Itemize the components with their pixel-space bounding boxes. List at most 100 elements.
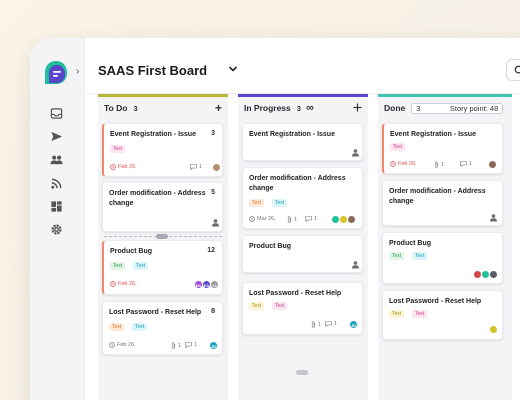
card-tag[interactable]: Text [412,310,428,318]
avatar[interactable] [212,163,221,172]
due-date-text: Feb 26, [118,164,137,170]
inbox-icon[interactable] [49,106,63,120]
due-date-text: Feb 20, [398,161,417,167]
card-title: Event Registration - Issue [110,131,196,138]
card-tag[interactable]: Text [249,302,265,310]
task-card[interactable]: Event Registration - Issue Text Feb 20, … [382,123,503,174]
task-card[interactable]: Product Bug [242,235,363,273]
attachment-count[interactable]: 1 [287,216,297,223]
column-title: To Do [104,103,128,113]
card-tag[interactable]: Text [132,323,148,331]
assign-user-icon[interactable] [489,213,498,222]
due-date: Feb 26, [110,281,137,287]
send-icon[interactable] [49,129,63,143]
comment-icon [305,216,312,222]
card-tag[interactable]: Text [389,310,405,318]
sidebar: › [30,38,85,400]
card-tag[interactable]: Text [109,323,125,331]
card-tag[interactable]: Text [412,252,428,260]
avatar[interactable]: JD [349,320,358,329]
avatar[interactable]: JD [209,341,218,350]
comment-count[interactable]: 1 [460,161,472,167]
page-title: SAAS First Board [98,63,208,78]
avatar[interactable] [489,270,498,279]
clock-icon [110,164,116,170]
clock-icon [109,342,115,348]
task-card[interactable]: Product Bug 12 Text Text Feb 26, EK EA +… [102,240,223,295]
attachment-count[interactable]: 1 [311,321,321,328]
comment-count[interactable]: 1 [185,342,197,348]
comment-count-text: 1 [469,161,473,167]
avatar[interactable] [489,325,498,334]
card-tag[interactable]: Text [110,145,126,153]
drag-handle[interactable] [156,234,168,239]
card-count: 3 [211,130,215,137]
task-card[interactable]: Order modification - Address change [382,180,503,226]
search-icon [514,65,520,74]
drag-handle[interactable] [296,370,308,375]
card-tag[interactable]: Text [390,143,406,151]
column-color-bar [98,94,228,97]
card-title: Order modification - Address change [389,188,486,205]
comment-icon [325,321,332,327]
task-card[interactable]: Lost Password - Reset Help Text Text 1 1… [242,282,363,335]
assign-user-icon[interactable] [351,260,360,269]
card-tag[interactable]: Text [272,302,288,310]
card-count: 12 [207,247,215,254]
column-header: To Do 3 + [98,97,228,119]
avatar[interactable] [488,160,497,169]
column-header: Done 3 Story point: 48 [378,97,512,119]
attachment-count[interactable]: 1 [171,342,181,349]
assign-user-icon[interactable] [351,148,360,157]
column-count: 3 [133,103,138,113]
task-card[interactable]: Product Bug Text Text [382,232,503,284]
card-tag[interactable]: Text [272,199,288,207]
task-card[interactable]: Order modification - Address change Text… [242,167,363,229]
search-button[interactable] [506,59,520,81]
card-title: Order modification - Address change [109,190,206,207]
column-count-box: 3 Story point: 48 [411,102,504,114]
comment-count-text: 1 [314,216,318,222]
column-count: 3 [416,103,421,113]
card-tag[interactable]: Text [249,199,265,207]
attachment-count-text: 1 [178,342,182,349]
rss-icon[interactable] [49,176,63,190]
gear-icon[interactable] [49,222,63,236]
card-tag[interactable]: Text [110,262,126,270]
comment-count[interactable]: 1 [190,164,202,170]
card-tag[interactable]: Text [389,252,405,260]
comment-count-text: 1 [199,164,203,170]
plus-icon [353,103,362,112]
card-title: Lost Password - Reset Help [109,309,202,316]
comment-count[interactable]: 1 [305,216,317,222]
attachment-count[interactable]: 1 [434,161,444,168]
avatar-overflow[interactable]: +2 [210,280,219,289]
clock-icon [249,216,255,222]
add-card-button[interactable] [353,102,362,114]
task-card[interactable]: Order modification - Address change 5 [102,182,223,232]
wip-limit-icon[interactable]: ∞ [305,102,314,114]
assign-user-icon[interactable] [211,218,220,227]
add-card-button[interactable]: + [214,101,222,115]
topbar-divider [86,93,520,94]
board-area: SAAS First Board To Do 3 + Event Registr… [86,38,520,400]
chevron-down-icon[interactable] [228,65,238,73]
card-title: Lost Password - Reset Help [249,290,342,297]
task-card[interactable]: Event Registration - Issue 3 Text Feb 26… [102,123,223,177]
card-title: Event Registration - Issue [249,131,335,138]
attachment-count-text: 1 [441,161,445,168]
sidebar-collapse-icon[interactable]: › [76,66,80,77]
task-card[interactable]: Event Registration - Issue [242,123,363,161]
paperclip-icon [434,161,439,168]
column-header: In Progress 3 ∞ [238,97,368,119]
app-logo-icon[interactable] [43,60,69,86]
avatar[interactable] [347,215,356,224]
task-card[interactable]: Lost Password - Reset Help 8 Text Text F… [102,301,223,355]
dashboard-icon[interactable] [49,199,63,213]
column-title: Done [384,103,406,113]
task-card[interactable]: Lost Password - Reset Help Text Text [382,290,503,340]
card-tag[interactable]: Text [133,262,149,270]
due-date: Feb 26, [109,342,136,348]
users-icon[interactable] [49,152,63,166]
comment-count[interactable]: 1 [325,321,337,327]
